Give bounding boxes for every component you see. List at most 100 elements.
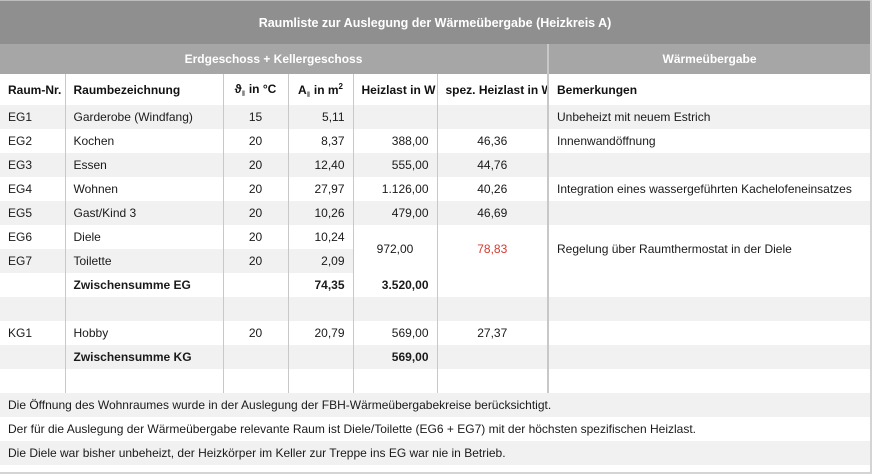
table-row-eg6: EG6 Diele 20 10,24 972,00 78,83 Regelung… bbox=[0, 225, 871, 273]
room-temperature: 15 bbox=[222, 105, 288, 129]
room-number: EG3 bbox=[0, 153, 65, 177]
subtotal-eg-label: Zwischensumme EG bbox=[64, 273, 223, 297]
merged-remark: Regelung über Raumthermostat in der Diel… bbox=[546, 225, 871, 273]
table-row-subtotal-kg: Zwischensumme KG 569,00 bbox=[0, 345, 871, 369]
empty-cell bbox=[352, 297, 437, 321]
empty-cell bbox=[287, 297, 353, 321]
room-specific-heat-load: 46,36 bbox=[436, 129, 548, 153]
room-temperature: 20 bbox=[222, 177, 288, 201]
empty-cell bbox=[546, 273, 871, 297]
empty-cell bbox=[436, 345, 548, 369]
area-symbol: A bbox=[298, 82, 307, 97]
group-header-floors: Erdgeschoss + Kellergeschoss bbox=[0, 44, 548, 74]
room-name: Toilette bbox=[64, 249, 223, 273]
empty-cell bbox=[0, 345, 65, 369]
table-row-empty bbox=[0, 297, 871, 321]
col-header-heat-load: Heizlast in W bbox=[352, 74, 437, 105]
note-text: Die Öffnung des Wohnraumes wurde in der … bbox=[0, 393, 871, 417]
room-name: Garderobe (Windfang) bbox=[64, 105, 223, 129]
table-title-row: Raumliste zur Auslegung der Wärmeübergab… bbox=[0, 0, 871, 44]
room-heat-load: 1.126,00 bbox=[352, 177, 437, 201]
room-name: Hobby bbox=[64, 321, 223, 345]
table-row-eg2: EG2 Kochen 20 8,37 388,00 46,36 Innenwan… bbox=[0, 129, 871, 153]
room-area: 20,79 bbox=[287, 321, 353, 345]
room-temperature: 20 bbox=[222, 249, 288, 273]
note-text: Die Diele war bisher unbeheizt, der Heiz… bbox=[0, 441, 871, 465]
empty-cell bbox=[64, 297, 223, 321]
room-heat-load bbox=[352, 105, 437, 129]
room-area: 12,40 bbox=[287, 153, 353, 177]
room-number: EG1 bbox=[0, 105, 65, 129]
table-row-eg4: EG4 Wohnen 20 27,97 1.126,00 40,26 Integ… bbox=[0, 177, 871, 201]
room-area: 10,24 bbox=[287, 225, 353, 249]
empty-cell bbox=[287, 369, 353, 393]
temp-subscript: ▮ bbox=[241, 90, 246, 97]
empty-cell bbox=[287, 345, 353, 369]
area-subscript: ▮ bbox=[306, 90, 311, 98]
room-temperature: 20 bbox=[222, 153, 288, 177]
room-heat-load: 555,00 bbox=[352, 153, 437, 177]
room-specific-heat-load: 40,26 bbox=[436, 177, 548, 201]
room-number: EG6 bbox=[0, 225, 65, 249]
room-number: EG5 bbox=[0, 201, 65, 225]
table-row-kg1: KG1 Hobby 20 20,79 569,00 27,37 bbox=[0, 321, 871, 345]
room-area: 2,09 bbox=[287, 249, 353, 273]
table-row-eg1: EG1 Garderobe (Windfang) 15 5,11 Unbehei… bbox=[0, 105, 871, 129]
col-header-temperature: ϑ▮ in °C bbox=[222, 74, 288, 105]
subtotal-kg-label: Zwischensumme KG bbox=[64, 345, 223, 369]
room-number: EG2 bbox=[0, 129, 65, 153]
room-number: EG7 bbox=[0, 249, 65, 273]
group-header-heat-transfer: Wärmeübergabe bbox=[546, 44, 871, 74]
merged-specific-heat-load: 78,83 bbox=[436, 225, 548, 273]
room-name: Essen bbox=[64, 153, 223, 177]
area-unit: in m bbox=[310, 82, 339, 97]
room-remark: Integration eines wassergeführten Kachel… bbox=[546, 177, 871, 201]
empty-cell bbox=[0, 369, 65, 393]
empty-cell bbox=[436, 369, 548, 393]
room-remark: Unbeheizt mit neuem Estrich bbox=[546, 105, 871, 129]
room-area: 8,37 bbox=[287, 129, 353, 153]
room-name: Diele bbox=[64, 225, 223, 249]
room-remark: Innenwandöffnung bbox=[546, 129, 871, 153]
note-text: Der für die Auslegung der Wärmeübergabe … bbox=[0, 417, 871, 441]
empty-cell bbox=[436, 297, 548, 321]
room-specific-heat-load: 44,76 bbox=[436, 153, 548, 177]
col-header-room-name: Raumbezeichnung bbox=[64, 74, 223, 105]
room-temperature: 20 bbox=[222, 129, 288, 153]
empty-cell bbox=[222, 369, 288, 393]
note-row: Die Öffnung des Wohnraumes wurde in der … bbox=[0, 393, 871, 417]
note-row: Die Diele war bisher unbeheizt, der Heiz… bbox=[0, 441, 871, 465]
subtotal-eg-heat-load: 3.520,00 bbox=[352, 273, 437, 297]
room-specific-heat-load: 46,69 bbox=[436, 201, 548, 225]
room-name: Wohnen bbox=[64, 177, 223, 201]
table-row-eg7: EG7 Toilette 20 2,09 bbox=[0, 249, 870, 273]
empty-cell bbox=[222, 345, 288, 369]
subtotal-kg-heat-load: 569,00 bbox=[352, 345, 437, 369]
merged-heat-load: 972,00 bbox=[352, 225, 437, 273]
col-header-specific-heat-load: spez. Heizlast in W bbox=[436, 74, 548, 105]
room-temperature: 20 bbox=[222, 201, 288, 225]
room-specific-heat-load bbox=[436, 105, 548, 129]
table-row-subtotal-eg: Zwischensumme EG 74,35 3.520,00 bbox=[0, 273, 871, 297]
empty-cell bbox=[64, 369, 223, 393]
room-specific-heat-load: 27,37 bbox=[436, 321, 548, 345]
room-remark bbox=[546, 321, 871, 345]
temp-unit: in °C bbox=[245, 82, 277, 96]
room-temperature: 20 bbox=[222, 321, 288, 345]
table-row-eg5: EG5 Gast/Kind 3 20 10,26 479,00 46,69 bbox=[0, 201, 871, 225]
empty-cell bbox=[352, 369, 437, 393]
theta-symbol: ϑ bbox=[234, 82, 242, 96]
room-list-table: Raumliste zur Auslegung der Wärmeübergab… bbox=[0, 0, 871, 465]
room-heat-load: 569,00 bbox=[352, 321, 437, 345]
table-row-eg3: EG3 Essen 20 12,40 555,00 44,76 bbox=[0, 153, 871, 177]
column-header-row: Raum-Nr. Raumbezeichnung ϑ▮ in °C A▮ in … bbox=[0, 74, 871, 105]
room-heat-load: 388,00 bbox=[352, 129, 437, 153]
room-name: Gast/Kind 3 bbox=[64, 201, 223, 225]
room-number: EG4 bbox=[0, 177, 65, 201]
table-title: Raumliste zur Auslegung der Wärmeübergab… bbox=[0, 0, 871, 44]
room-remark bbox=[546, 153, 871, 177]
room-temperature: 20 bbox=[222, 225, 288, 249]
col-header-area: A▮ in m2 bbox=[287, 74, 353, 105]
group-header-row: Erdgeschoss + Kellergeschoss Wärmeüberga… bbox=[0, 44, 871, 74]
